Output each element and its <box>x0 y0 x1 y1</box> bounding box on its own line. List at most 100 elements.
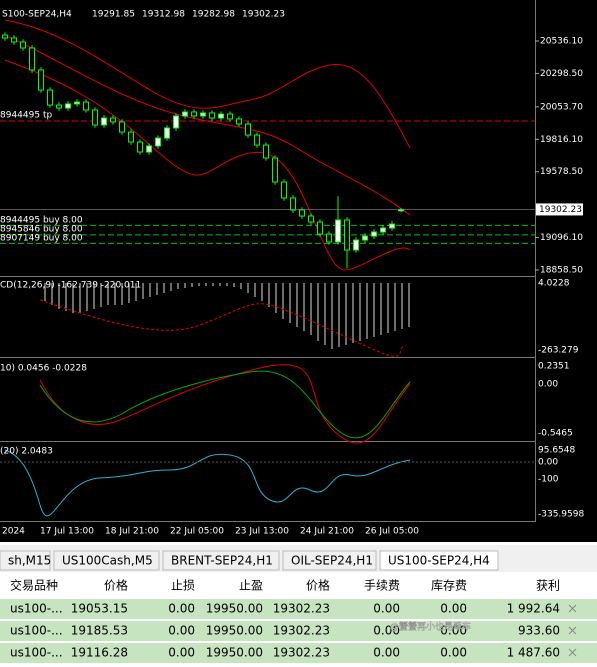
table-cell: 19053.15 <box>71 602 128 616</box>
candle-body <box>362 235 368 241</box>
candle-body <box>299 209 305 217</box>
candle-body <box>317 221 323 235</box>
close-icon[interactable] <box>568 626 577 635</box>
table-row[interactable] <box>0 599 597 619</box>
candle-body <box>92 109 98 126</box>
table-cell: 19950.00 <box>206 624 263 638</box>
candle-body <box>353 239 359 251</box>
candle-body <box>56 104 62 109</box>
table-cell: us100-... <box>10 624 63 638</box>
table-header: 价格 <box>104 578 128 593</box>
tab-label[interactable]: US100-SEP24,H4 <box>388 554 490 568</box>
panel-tick: -100 <box>538 475 559 485</box>
tab[interactable] <box>282 550 377 571</box>
candle-body <box>173 115 179 129</box>
table-cell: 19185.53 <box>71 624 128 638</box>
y-tick-label: 20298.50 <box>540 69 583 79</box>
table-cell: 19950.00 <box>206 646 263 660</box>
y-tick-label: 19816.10 <box>540 135 583 145</box>
table-cell: 0.00 <box>440 602 467 616</box>
panel-tick: 0.00 <box>538 458 558 468</box>
candle-body <box>281 181 287 199</box>
candle-body <box>2 34 8 39</box>
table-header: 价格 <box>306 578 330 593</box>
table-cell: 0.00 <box>440 624 467 638</box>
tab[interactable] <box>0 550 51 571</box>
table-row[interactable] <box>0 643 597 663</box>
candle-body <box>326 233 332 243</box>
table-header: 止损 <box>171 579 195 593</box>
order-label: 8907149 buy 8.00 <box>0 234 83 244</box>
tab[interactable] <box>379 550 499 571</box>
ohlc-value: 19291.85 <box>92 10 135 20</box>
panel-label: (20) 2.0483 <box>0 447 53 457</box>
x-label: 23 Jul 13:00 <box>235 527 289 537</box>
tab-label[interactable]: sh,M15 <box>8 554 51 568</box>
candle-body <box>200 112 206 117</box>
candle-body <box>245 123 251 136</box>
tab[interactable] <box>162 550 280 571</box>
table-cell: 0.00 <box>373 624 400 638</box>
candle-body <box>29 47 35 71</box>
panel-tick: -335.9598 <box>538 510 584 520</box>
candle-body <box>191 111 197 117</box>
panel-tick: 95.6548 <box>538 446 575 456</box>
panel-label: 10) 0.0456 -0.0228 <box>0 364 87 374</box>
x-label: 2024 <box>2 527 25 537</box>
table-cell: 0.00 <box>373 646 400 660</box>
table-cell: 1 992.64 <box>507 602 560 616</box>
chart-bg <box>0 0 597 542</box>
panel-tick: 0.00 <box>538 380 558 390</box>
candle-body <box>209 112 215 119</box>
table-cell: 1 487.60 <box>507 646 560 660</box>
tab[interactable] <box>53 550 160 571</box>
candle-body <box>11 37 17 43</box>
tab-label[interactable]: US100Cash,M5 <box>62 554 153 568</box>
table-cell: 19302.23 <box>273 602 330 616</box>
table-cell: 19302.23 <box>273 624 330 638</box>
candle-body <box>155 137 161 147</box>
candle-body <box>389 223 395 229</box>
candle-body <box>146 145 152 153</box>
table-row[interactable] <box>0 621 597 641</box>
close-icon[interactable] <box>568 648 577 657</box>
table-header: 止盈 <box>239 579 263 593</box>
candle-body <box>371 231 377 237</box>
candle-body <box>263 144 269 159</box>
candle-body <box>290 197 296 211</box>
ohlc-value: 19282.98 <box>192 10 235 20</box>
tab-label[interactable]: OIL-SEP24,H1 <box>291 554 373 568</box>
panel-label: CD(12,26,9) -162.739 -220.011 <box>0 281 141 291</box>
order-label: 8944495 buy 8.00 <box>0 216 83 226</box>
tp-label: 8944495 tp <box>0 111 52 121</box>
y-tick-label: 20053.70 <box>540 102 583 112</box>
panel-tick: 0.2351 <box>538 362 570 372</box>
candle-body <box>344 219 350 251</box>
osc-signal <box>39 370 411 439</box>
close-icon[interactable] <box>568 604 577 613</box>
separators <box>0 0 536 522</box>
table-cell: 0.00 <box>168 646 195 660</box>
cci-line <box>4 449 411 517</box>
candle-body <box>74 101 80 105</box>
table-cell: 0.00 <box>373 602 400 616</box>
x-label: 18 Jul 21:00 <box>105 527 159 537</box>
watermark: @蟹蟹再小也是牵车 <box>390 621 471 633</box>
x-label: 22 Jul 05:00 <box>170 527 224 537</box>
table-cell: 0.00 <box>168 602 195 616</box>
ohlc-value: 19312.98 <box>142 10 185 20</box>
panel-tick: -263.279 <box>538 346 579 356</box>
x-label: 26 Jul 05:00 <box>365 527 419 537</box>
tab-label[interactable]: BRENT-SEP24,H1 <box>171 554 273 568</box>
candle-body <box>20 41 26 49</box>
candle-body <box>101 117 107 126</box>
y-tick-label: 18858.50 <box>540 266 583 276</box>
price-tag: 19302.23 <box>539 205 582 215</box>
table-cell: us100-... <box>10 602 63 616</box>
candle-body <box>272 157 278 183</box>
order-label: 8945846 buy 8.00 <box>0 225 83 235</box>
table-cell: 933.60 <box>518 624 560 638</box>
table-cell: 0.00 <box>168 624 195 638</box>
